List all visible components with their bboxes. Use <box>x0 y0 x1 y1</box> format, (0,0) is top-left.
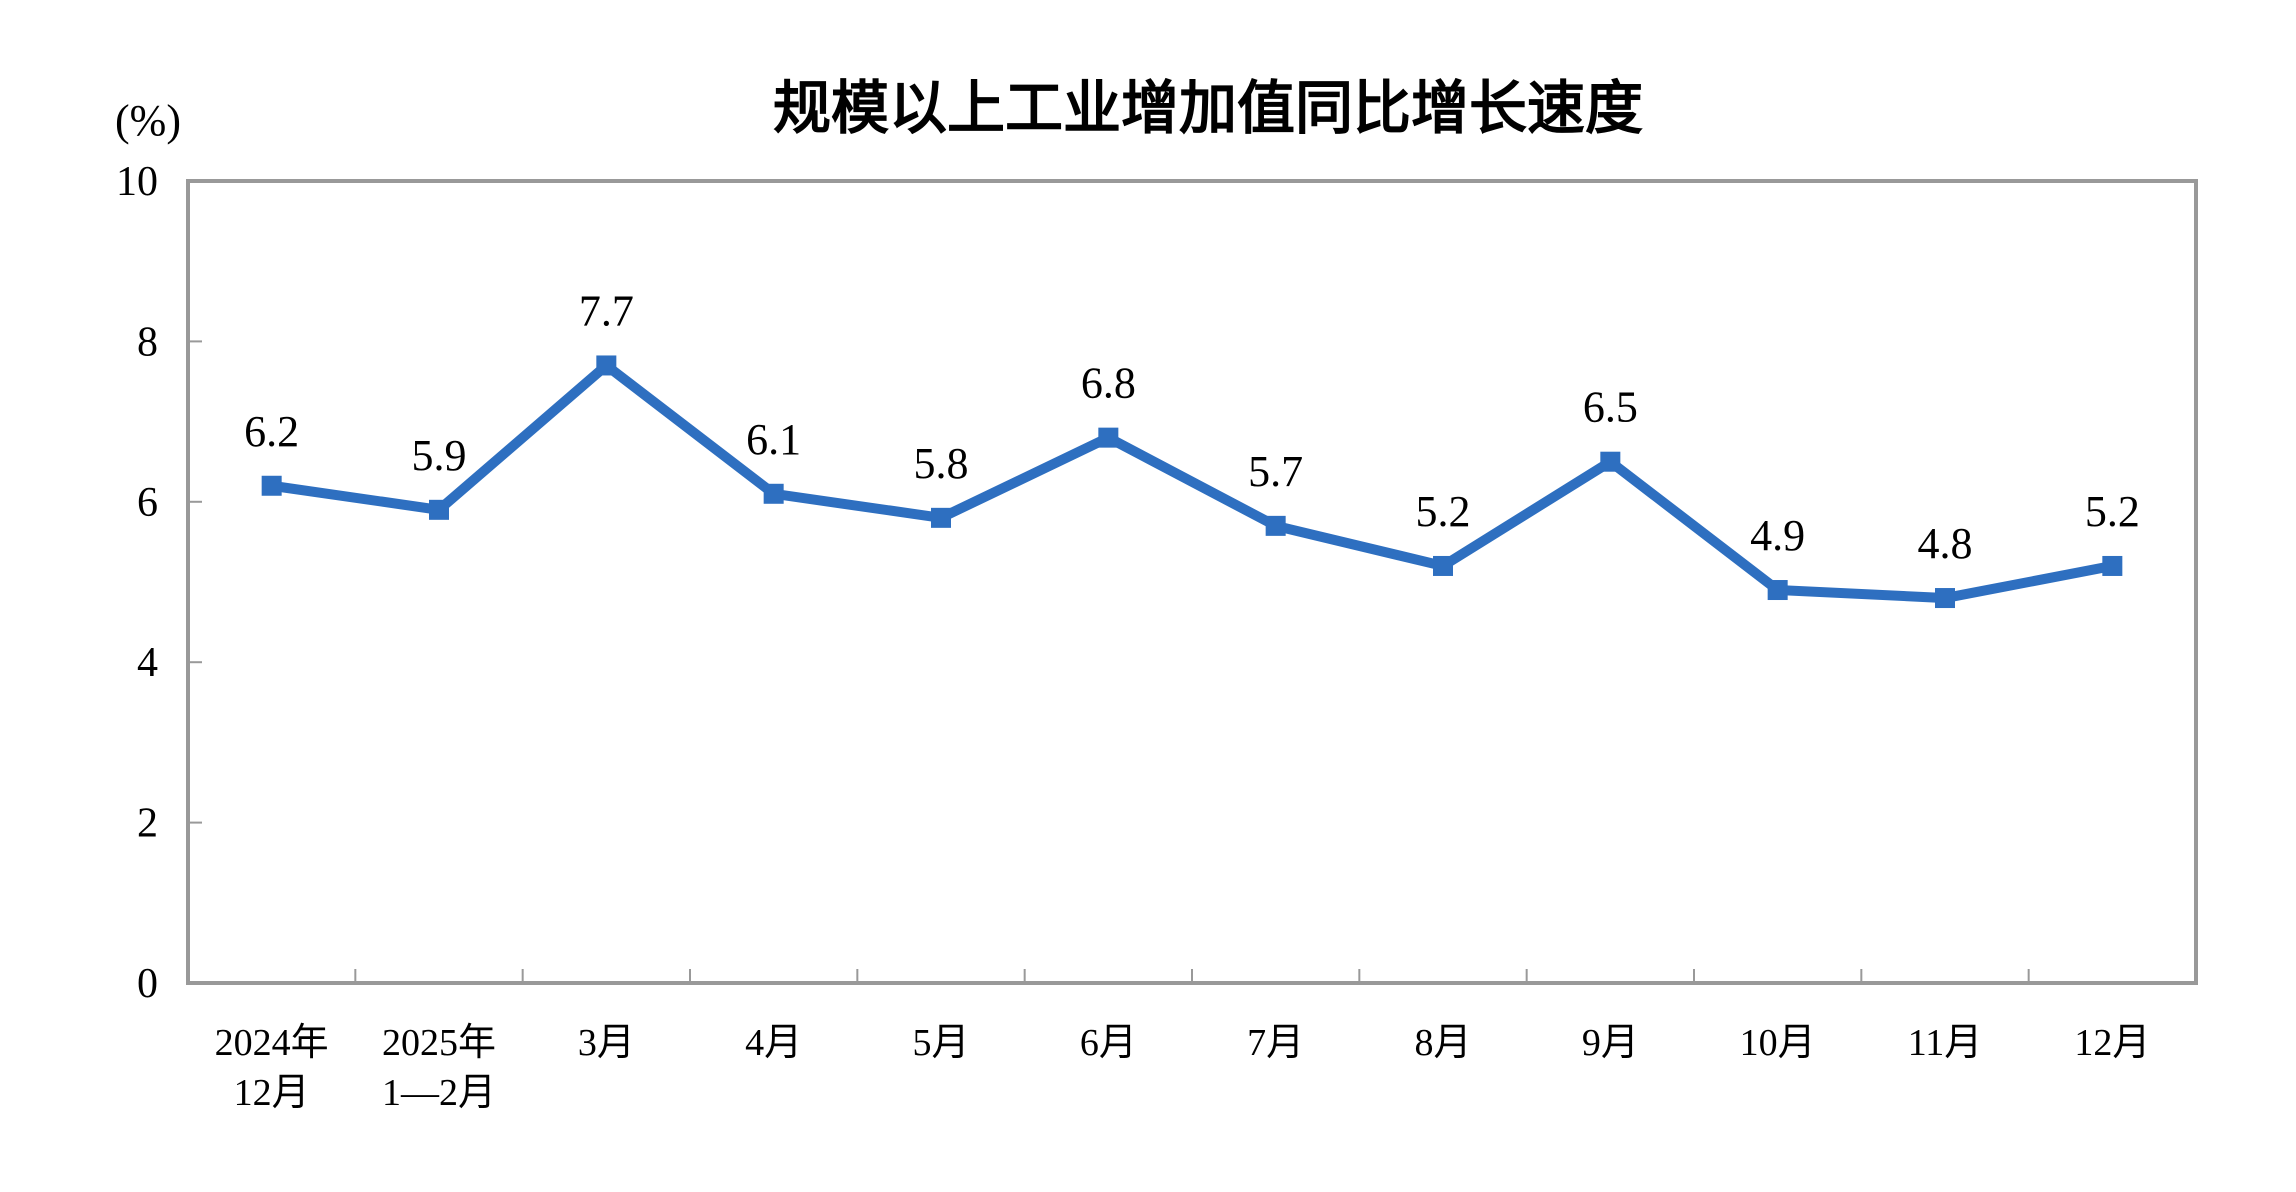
data-point-marker <box>1935 588 1955 609</box>
x-tick-label: 3月 <box>578 1022 635 1064</box>
data-point-marker <box>931 507 951 528</box>
y-tick-label: 2 <box>137 801 158 847</box>
y-axis: 0 2 4 6 8 10 <box>116 159 202 1007</box>
x-tick-label: 10月 <box>1740 1022 1816 1064</box>
data-point-marker <box>1433 555 1453 576</box>
data-label: 4.9 <box>1750 511 1805 560</box>
y-tick-label: 0 <box>137 961 158 1007</box>
data-label: 6.8 <box>1081 359 1136 408</box>
data-point-marker <box>429 499 449 520</box>
data-label: 6.1 <box>746 415 801 464</box>
x-tick-label: 7月 <box>1247 1022 1304 1064</box>
data-label: 6.2 <box>244 407 299 456</box>
data-point-marker <box>596 355 617 376</box>
data-label: 5.7 <box>1248 447 1303 496</box>
data-point-marker <box>261 475 282 496</box>
data-point-marker <box>1265 515 1286 536</box>
x-tick-label: 8月 <box>1414 1022 1471 1064</box>
y-axis-unit-label: (%) <box>115 96 181 145</box>
data-point-marker <box>2102 555 2123 576</box>
y-tick-label: 6 <box>137 480 158 526</box>
data-label: 6.5 <box>1583 383 1638 432</box>
x-tick-label: 6月 <box>1080 1022 1137 1064</box>
data-label: 4.8 <box>1918 519 1973 568</box>
series-line: 6.2 5.9 7.7 6.1 5.8 6.8 5.7 5.2 6.5 4.9 4.8 5.2 <box>244 286 2140 609</box>
x-tick-label: 1—2月 <box>382 1072 496 1114</box>
plot-area-border <box>186 179 2198 985</box>
x-tick-label: 12月 <box>2074 1022 2150 1064</box>
y-tick-label: 10 <box>116 159 158 205</box>
x-tick-label: 9月 <box>1582 1022 1639 1064</box>
data-label: 5.8 <box>914 439 969 488</box>
data-point-marker <box>1600 451 1621 472</box>
data-label: 5.2 <box>1416 487 1471 536</box>
y-tick-label: 8 <box>137 319 158 365</box>
y-tick-label: 4 <box>137 640 158 686</box>
data-point-marker <box>1098 427 1119 448</box>
x-axis: 2024年 12月 2025年 1—2月 3月 4月 5月 6月 7月 8月 9月 10月 11月 12月 <box>215 969 2150 1114</box>
series-line-path <box>270 359 2114 604</box>
data-point-marker <box>1767 580 1788 601</box>
x-tick-label: 12月 <box>234 1072 310 1114</box>
chart-title: 规模以上工业增加值同比增长速度 <box>773 74 1643 142</box>
data-label: 5.2 <box>2085 487 2140 536</box>
data-label: 7.7 <box>579 286 634 335</box>
data-label: 5.9 <box>412 431 467 480</box>
x-tick-label: 2024年 <box>215 1022 329 1064</box>
x-tick-label: 2025年 <box>382 1022 496 1064</box>
x-tick-label: 11月 <box>1908 1022 1983 1064</box>
x-tick-label: 5月 <box>912 1022 969 1064</box>
data-point-marker <box>763 483 784 504</box>
x-tick-label: 4月 <box>745 1022 802 1064</box>
